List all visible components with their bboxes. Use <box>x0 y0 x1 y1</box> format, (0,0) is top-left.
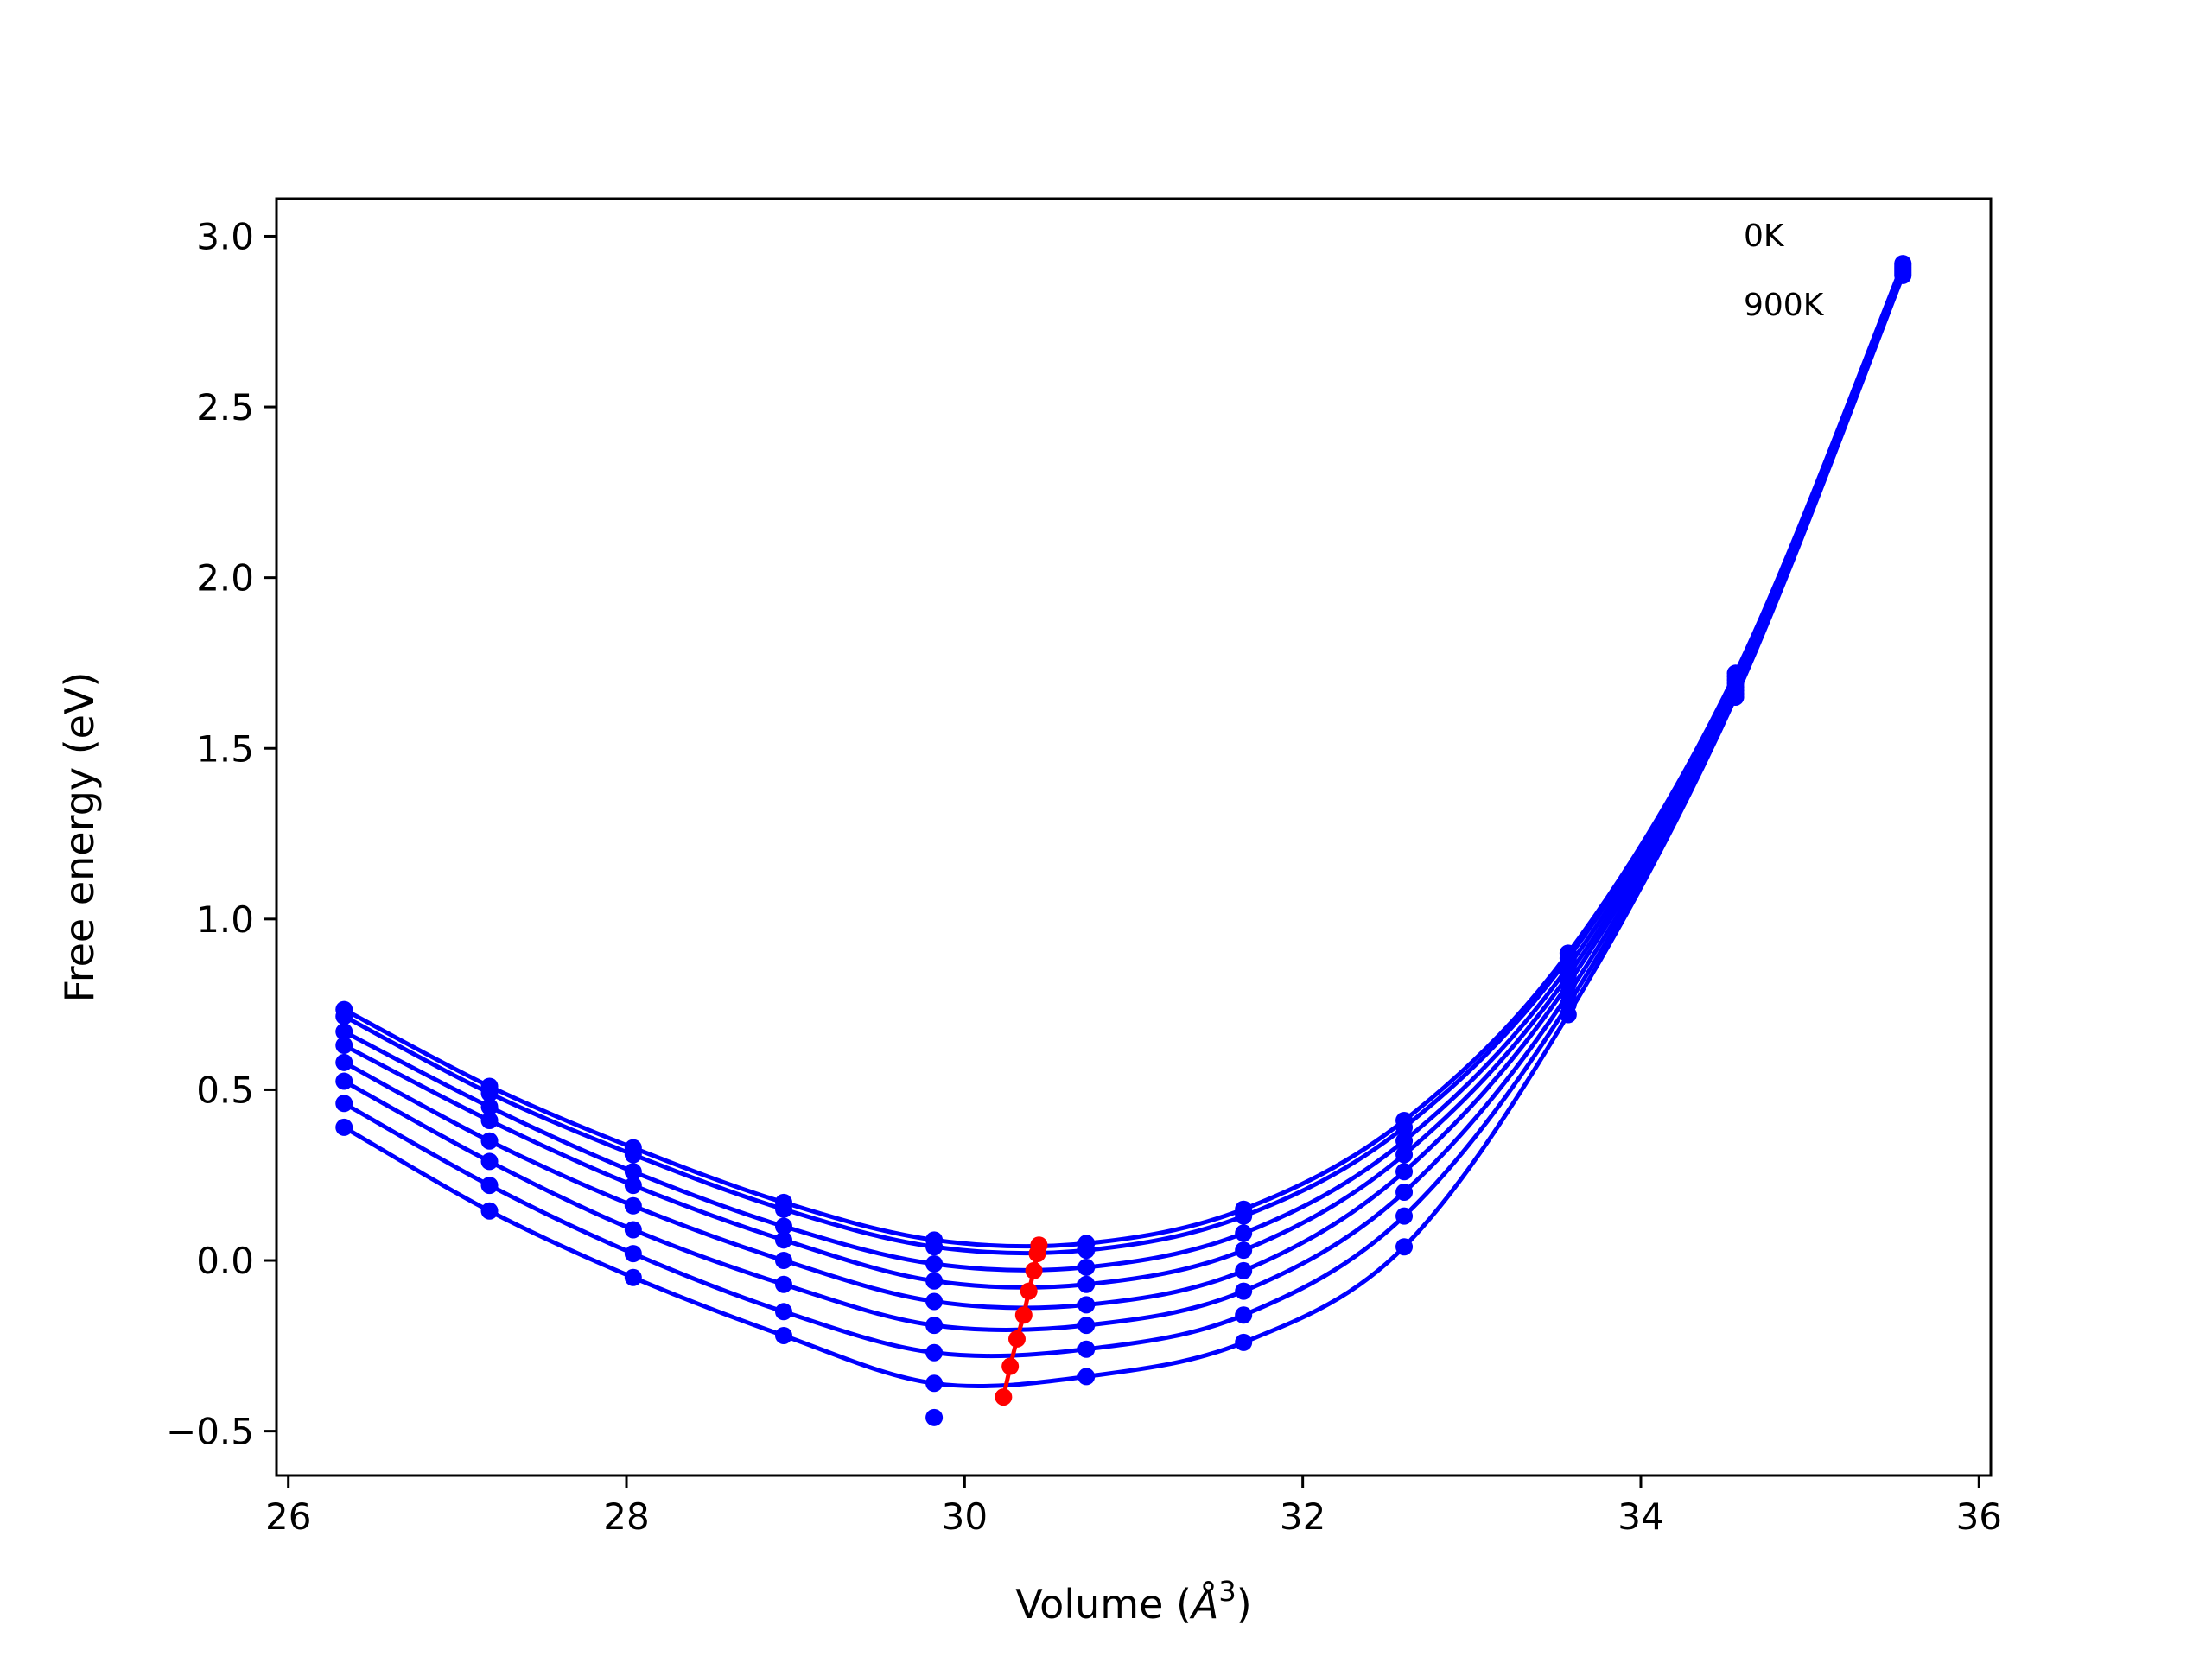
minimum-point-2 <box>1025 1261 1043 1279</box>
plot-frame <box>275 197 1993 1477</box>
data-point-1-7 <box>1395 1118 1414 1136</box>
points-layer <box>335 255 1912 1426</box>
data-point-3-6 <box>1235 1241 1253 1260</box>
data-point-2-3 <box>774 1217 792 1235</box>
data-point-3-0 <box>335 1037 353 1055</box>
data-point-1-4 <box>925 1238 944 1256</box>
data-point-3-2 <box>624 1177 642 1195</box>
minimum-point-1 <box>1028 1245 1046 1263</box>
y-tick-label-2: 0.5 <box>196 1069 254 1111</box>
data-point-5-6 <box>1235 1282 1253 1300</box>
y-axis-ticks: −0.5 0.0 0.5 1.0 1.5 2.0 2.5 3.0 <box>166 215 276 1453</box>
x-axis-ticks: 26 28 30 32 34 36 <box>265 1476 2002 1538</box>
data-point-1-0 <box>335 1007 353 1025</box>
x-tick-label-30: 30 <box>942 1495 988 1538</box>
data-point-6-6 <box>1235 1306 1253 1324</box>
data-point-3-4 <box>925 1272 944 1290</box>
x-tick-label-34: 34 <box>1618 1495 1663 1538</box>
data-point-extra-0 <box>925 1408 944 1426</box>
data-point-5-0 <box>335 1072 353 1090</box>
data-point-4-2 <box>624 1196 642 1215</box>
data-point-4-4 <box>925 1292 944 1311</box>
data-point-7-10 <box>1894 266 1912 284</box>
y-tick-label-0: −0.5 <box>166 1411 254 1453</box>
data-point-4-6 <box>1235 1261 1253 1279</box>
data-point-2-7 <box>1395 1132 1414 1150</box>
y-tick-label-7: 3.0 <box>196 215 254 257</box>
minimum-point-7 <box>995 1388 1013 1406</box>
x-tick-label-36: 36 <box>1956 1495 2002 1538</box>
data-point-7-5 <box>1077 1368 1096 1386</box>
data-point-2-2 <box>624 1163 642 1181</box>
x-tick-label-32: 32 <box>1280 1495 1325 1538</box>
data-point-2-6 <box>1235 1224 1253 1242</box>
data-point-3-7 <box>1395 1146 1414 1164</box>
data-point-3-5 <box>1077 1275 1096 1293</box>
data-point-4-7 <box>1395 1163 1414 1181</box>
data-point-7-8 <box>1559 1006 1577 1024</box>
x-tick-label-28: 28 <box>603 1495 649 1538</box>
y-tick-label-4: 1.5 <box>196 727 254 770</box>
data-point-7-2 <box>624 1268 642 1286</box>
data-point-6-4 <box>925 1343 944 1362</box>
curves-layer <box>343 263 1905 1389</box>
data-point-5-1 <box>480 1152 499 1171</box>
data-point-6-3 <box>774 1303 792 1321</box>
data-point-5-4 <box>925 1317 944 1335</box>
data-point-2-5 <box>1077 1258 1096 1276</box>
minimum-point-3 <box>1020 1282 1038 1300</box>
data-point-1-6 <box>1235 1207 1253 1225</box>
minimum-point-6 <box>1001 1357 1020 1375</box>
y-tick-label-6: 2.5 <box>196 386 254 428</box>
data-point-3-1 <box>480 1112 499 1130</box>
y-tick-label-5: 2.0 <box>196 557 254 600</box>
data-point-7-0 <box>335 1118 353 1136</box>
data-point-7-4 <box>925 1374 944 1393</box>
minimum-point-4 <box>1014 1306 1033 1324</box>
data-point-2-0 <box>335 1023 353 1041</box>
data-point-7-7 <box>1395 1238 1414 1256</box>
data-point-4-1 <box>480 1132 499 1150</box>
data-point-7-3 <box>774 1326 792 1344</box>
data-point-5-3 <box>774 1275 792 1293</box>
data-point-5-7 <box>1395 1183 1414 1201</box>
x-axis-label-exponent: 3 <box>1218 1575 1236 1608</box>
data-point-1-2 <box>624 1146 642 1164</box>
data-point-7-9 <box>1726 688 1745 706</box>
data-point-4-3 <box>774 1252 792 1270</box>
data-point-5-5 <box>1077 1317 1096 1335</box>
data-point-4-5 <box>1077 1296 1096 1314</box>
x-tick-label-26: 26 <box>265 1495 311 1538</box>
data-point-6-7 <box>1395 1207 1414 1225</box>
data-point-4-0 <box>335 1053 353 1071</box>
data-point-1-1 <box>480 1084 499 1102</box>
data-point-2-1 <box>480 1098 499 1116</box>
data-point-6-1 <box>480 1177 499 1195</box>
y-tick-label-3: 1.0 <box>196 898 254 941</box>
data-point-6-0 <box>335 1095 353 1113</box>
minima-layer <box>995 1236 1048 1406</box>
data-point-5-2 <box>624 1221 642 1239</box>
data-point-7-1 <box>480 1202 499 1220</box>
x-axis-label-unit: Å <box>1189 1581 1218 1628</box>
data-point-7-6 <box>1235 1333 1253 1351</box>
data-point-2-4 <box>925 1254 944 1273</box>
legend-label-900k: 900K <box>1744 288 1825 323</box>
data-point-6-5 <box>1077 1340 1096 1358</box>
minimum-point-5 <box>1007 1330 1026 1348</box>
data-point-3-3 <box>774 1231 792 1249</box>
x-axis-label-close: ) <box>1236 1581 1252 1628</box>
y-tick-label-1: 0.0 <box>196 1240 254 1282</box>
data-point-6-2 <box>624 1245 642 1263</box>
x-axis-label: Volume (Å3) <box>1015 1575 1251 1628</box>
x-axis-label-main: Volume ( <box>1015 1581 1192 1628</box>
data-point-1-5 <box>1077 1241 1096 1260</box>
data-point-1-3 <box>774 1200 792 1218</box>
y-axis-label: Free energy (eV) <box>56 672 103 1003</box>
legend-label-0k: 0K <box>1744 219 1785 254</box>
